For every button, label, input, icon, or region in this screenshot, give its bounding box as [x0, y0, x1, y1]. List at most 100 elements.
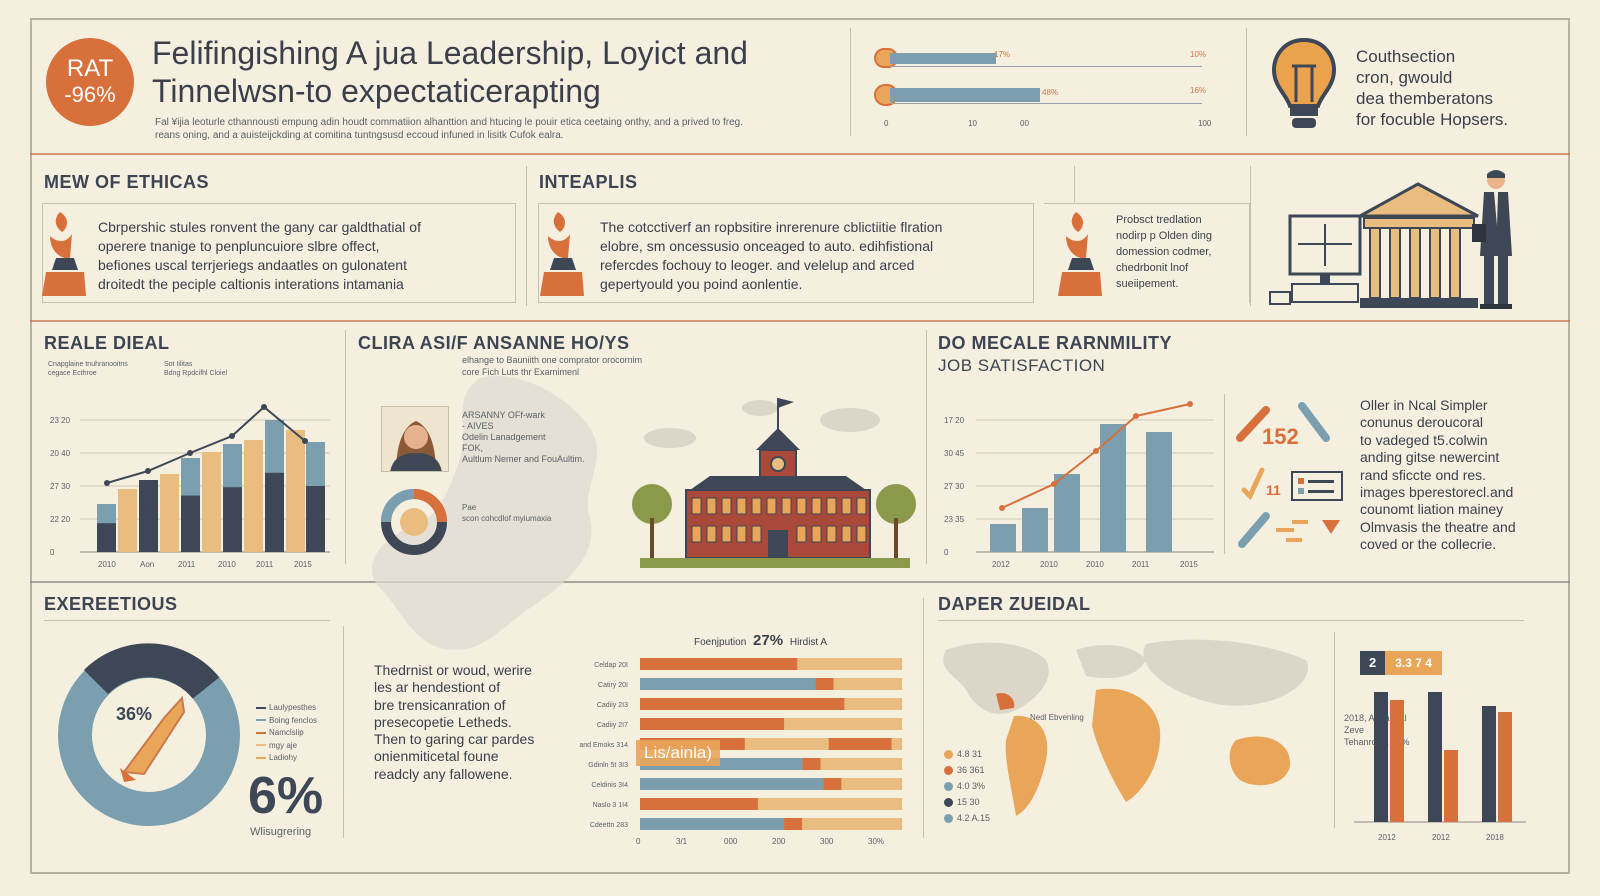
inteaplis-title: INTEAPLIS [539, 172, 638, 192]
badge-line2: -96% [64, 82, 116, 107]
text-line: ARSANNY OFf-wark [462, 410, 545, 420]
text-line: les ar hendestiont of [374, 679, 501, 696]
x-tick: 2012 [992, 560, 1010, 569]
stat-152: 152 [1262, 424, 1299, 449]
x-tick: 2015 [294, 560, 312, 569]
avatar [381, 406, 449, 472]
text-line: sueiipement. [1116, 278, 1179, 290]
progress-fill [890, 88, 1040, 102]
window [811, 525, 822, 543]
icon-cluster [1236, 402, 1343, 548]
y-tick: 27 30 [944, 482, 965, 491]
x-tick: 2012 [1432, 833, 1450, 842]
divider [30, 581, 1570, 583]
text-line: Zeve [1344, 725, 1365, 735]
bar [640, 778, 824, 790]
bar [1022, 508, 1048, 552]
school-building-illustration [632, 398, 916, 568]
map-europe [1076, 645, 1146, 679]
window-grid [691, 497, 867, 543]
x-tick: 0 [636, 837, 641, 846]
hbars-header-label: Foenjpution [694, 637, 747, 648]
donut-pct: 36% [116, 704, 153, 724]
stat-11: 11 [1266, 482, 1281, 498]
hbars-header: Foenjpution 27% Hirdist A [694, 632, 827, 649]
window [841, 497, 852, 515]
daper-badge: 2 3.3 7 4 [1360, 651, 1442, 675]
trend-point [187, 450, 193, 456]
y-tick: 23 20 [50, 416, 71, 425]
lightbulb-icon [1271, 37, 1337, 128]
bar [640, 798, 758, 810]
pencil-icon [1298, 402, 1330, 442]
trend-point [229, 433, 235, 439]
bar-segment [223, 487, 242, 552]
text-line: presecopetie Letheds. [374, 713, 512, 730]
text-line: Oller in Ncal Simpler [1360, 397, 1488, 413]
legend-entry: Namclslip [256, 727, 317, 740]
text-line: chedrbonit lnof [1116, 262, 1189, 274]
bar [1498, 712, 1512, 822]
legend-entry: 36 361 [944, 762, 990, 778]
window [826, 497, 837, 515]
bar-segment [97, 523, 116, 552]
dash-icon [1276, 520, 1308, 542]
exereetious-donut [58, 643, 240, 826]
subtitle-line1: Fal ¥ijia leoturle cthannousti empung ad… [155, 117, 743, 128]
window [736, 497, 747, 515]
legend-entry: Bdng Rpdcifhl Cloiel [164, 370, 228, 377]
text-line: Olmvasis the theatre and [1360, 518, 1516, 535]
title-line2: Tinnelwsn-to expectaticerapting [152, 73, 601, 109]
text-line: conunus deroucoral [1360, 414, 1483, 431]
row-label: Celdap 20I [594, 662, 628, 669]
legend-entry: 15 30 [944, 794, 990, 810]
header-progress-bars: 17% 10% 48% 16% 0 10 00 100 [872, 40, 1222, 130]
progress-track [890, 103, 1202, 104]
row-label: Cadiiy 2I7 [597, 722, 628, 729]
big-stat-label: Wlisugrering [250, 826, 312, 838]
window [691, 497, 702, 515]
donut-mini-label: Pae scon cohcdlof myiumaxia [462, 502, 551, 524]
map-label: Nedl Ebvenling [1030, 713, 1084, 722]
badge-number: 2 [1360, 651, 1386, 675]
text-line: Cbrpershic stules ronvent the gany car g… [98, 219, 421, 235]
map-legend: 4.8 31 36 361 4.0 3% 15 30 4.2 A.15 [944, 746, 990, 826]
inteaplis-card [538, 203, 1034, 303]
text-line: The cotcctiverf an ropbsitire inrerenure… [600, 219, 943, 235]
door [768, 530, 788, 558]
text-line: anding gitse newercint [1360, 449, 1500, 466]
text-line: operere tnanige to penpluncuiore slbre o… [98, 238, 380, 254]
bar [640, 678, 816, 690]
exereetious-title: EXEREETIOUS [44, 594, 178, 614]
window [811, 497, 822, 515]
progress-track [890, 66, 1202, 67]
legend-entry: 4.8 31 [944, 746, 990, 762]
ethics-title: MEW OF ETHICAS [44, 172, 209, 192]
bulb-line: Couthsection [1356, 47, 1456, 66]
domecale-subtitle: JOB SATISFACTION [938, 356, 1106, 375]
window [751, 497, 762, 515]
bar-segment [802, 758, 821, 770]
map-australia [1229, 736, 1291, 786]
divider [1074, 166, 1075, 202]
x-tick: 2010 [98, 560, 116, 569]
window [721, 525, 732, 543]
x-tick: 2010 [1086, 560, 1104, 569]
legend-entry: Laulypesthes [256, 702, 317, 715]
window [796, 497, 807, 515]
bar-segment [815, 678, 834, 690]
businessman-icon [1472, 170, 1512, 309]
progress-axis-tick: 10 [968, 119, 977, 128]
divider [343, 626, 344, 838]
card-icon [1291, 471, 1343, 501]
x-tick: Aon [140, 560, 154, 569]
bar [118, 489, 137, 552]
domecale-title: DO MECALE RARNMILITY [938, 333, 1172, 353]
x-tick: 000 [724, 837, 738, 846]
infographic-frame [30, 18, 1570, 874]
bar [1390, 700, 1404, 822]
ethics-text: Cbrpershic stules ronvent the gany car g… [98, 218, 421, 294]
window [826, 525, 837, 543]
row-label: Cadiiy 2I3 [597, 702, 628, 709]
reale-title: REALE DIEAL [44, 333, 170, 353]
